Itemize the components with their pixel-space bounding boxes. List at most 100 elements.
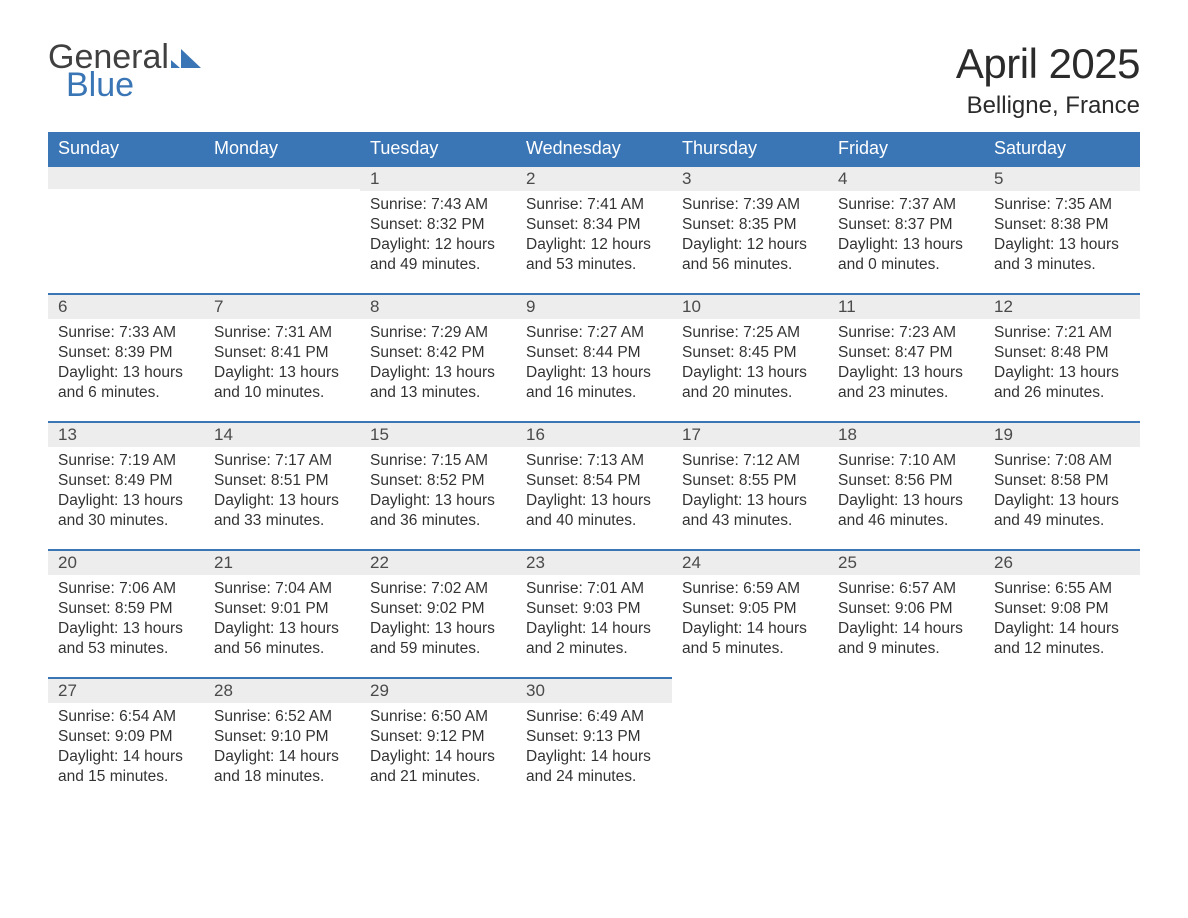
sunrise-line: Sunrise: 7:13 AM (526, 451, 662, 471)
day-number: 16 (516, 421, 672, 447)
day-number: 2 (516, 165, 672, 191)
calendar-cell: 18Sunrise: 7:10 AMSunset: 8:56 PMDayligh… (828, 421, 984, 549)
day-detail: Sunrise: 7:25 AMSunset: 8:45 PMDaylight:… (672, 319, 828, 412)
daylight-line: Daylight: 13 hours and 3 minutes. (994, 235, 1130, 275)
sunrise-line: Sunrise: 7:17 AM (214, 451, 350, 471)
day-detail: Sunrise: 7:04 AMSunset: 9:01 PMDaylight:… (204, 575, 360, 668)
sunrise-line: Sunrise: 7:35 AM (994, 195, 1130, 215)
day-detail: Sunrise: 7:43 AMSunset: 8:32 PMDaylight:… (360, 191, 516, 284)
daylight-line: Daylight: 14 hours and 21 minutes. (370, 747, 506, 787)
day-detail: Sunrise: 6:55 AMSunset: 9:08 PMDaylight:… (984, 575, 1140, 668)
daylight-line: Daylight: 13 hours and 30 minutes. (58, 491, 194, 531)
calendar-cell: 25Sunrise: 6:57 AMSunset: 9:06 PMDayligh… (828, 549, 984, 677)
location-label: Belligne, France (956, 92, 1140, 120)
day-number: 22 (360, 549, 516, 575)
daylight-line: Daylight: 14 hours and 12 minutes. (994, 619, 1130, 659)
calendar-week-row: 20Sunrise: 7:06 AMSunset: 8:59 PMDayligh… (48, 549, 1140, 677)
day-detail: Sunrise: 6:57 AMSunset: 9:06 PMDaylight:… (828, 575, 984, 668)
calendar-cell: 26Sunrise: 6:55 AMSunset: 9:08 PMDayligh… (984, 549, 1140, 677)
day-number: 26 (984, 549, 1140, 575)
sunset-line: Sunset: 9:01 PM (214, 599, 350, 619)
sunset-line: Sunset: 8:47 PM (838, 343, 974, 363)
calendar-cell: 5Sunrise: 7:35 AMSunset: 8:38 PMDaylight… (984, 165, 1140, 293)
sunset-line: Sunset: 8:48 PM (994, 343, 1130, 363)
sunrise-line: Sunrise: 6:55 AM (994, 579, 1130, 599)
day-detail: Sunrise: 6:52 AMSunset: 9:10 PMDaylight:… (204, 703, 360, 796)
sunrise-line: Sunrise: 6:49 AM (526, 707, 662, 727)
sunset-line: Sunset: 8:58 PM (994, 471, 1130, 491)
sunrise-line: Sunrise: 6:57 AM (838, 579, 974, 599)
calendar-cell: 30 Sunrise: 6:49 AMSunset: 9:13 PMDayligh… (516, 677, 672, 805)
sunrise-line: Sunrise: 7:41 AM (526, 195, 662, 215)
sunset-line: Sunset: 9:12 PM (370, 727, 506, 747)
sunset-line: Sunset: 8:35 PM (682, 215, 818, 235)
calendar-cell (204, 165, 360, 293)
daylight-line: Daylight: 12 hours and 56 minutes. (682, 235, 818, 275)
sunset-line: Sunset: 9:06 PM (838, 599, 974, 619)
daylight-line: Daylight: 13 hours and 26 minutes. (994, 363, 1130, 403)
day-number: 9 (516, 293, 672, 319)
day-number: 4 (828, 165, 984, 191)
sunset-line: Sunset: 8:52 PM (370, 471, 506, 491)
day-detail: Sunrise: 7:35 AMSunset: 8:38 PMDaylight:… (984, 191, 1140, 284)
sunset-line: Sunset: 8:34 PM (526, 215, 662, 235)
daylight-line: Daylight: 13 hours and 16 minutes. (526, 363, 662, 403)
sunset-line: Sunset: 8:38 PM (994, 215, 1130, 235)
day-number: 30 (516, 677, 672, 703)
day-number: 20 (48, 549, 204, 575)
daylight-line: Daylight: 14 hours and 24 minutes. (526, 747, 662, 787)
daylight-line: Daylight: 13 hours and 13 minutes. (370, 363, 506, 403)
sunrise-line: Sunrise: 7:02 AM (370, 579, 506, 599)
calendar-cell: 23Sunrise: 7:01 AMSunset: 9:03 PMDayligh… (516, 549, 672, 677)
sunrise-line: Sunrise: 7:04 AM (214, 579, 350, 599)
sunrise-line: Sunrise: 7:31 AM (214, 323, 350, 343)
sunset-line: Sunset: 8:59 PM (58, 599, 194, 619)
day-number: 14 (204, 421, 360, 447)
day-detail: Sunrise: 7:17 AMSunset: 8:51 PMDaylight:… (204, 447, 360, 540)
day-detail: Sunrise: 7:02 AMSunset: 9:02 PMDaylight:… (360, 575, 516, 668)
day-number: 23 (516, 549, 672, 575)
sunrise-line: Sunrise: 7:37 AM (838, 195, 974, 215)
sunrise-line: Sunrise: 6:52 AM (214, 707, 350, 727)
daylight-line: Daylight: 13 hours and 46 minutes. (838, 491, 974, 531)
sunrise-line: Sunrise: 7:01 AM (526, 579, 662, 599)
weekday-header: Tuesday (360, 132, 516, 165)
calendar-cell: 21Sunrise: 7:04 AMSunset: 9:01 PMDayligh… (204, 549, 360, 677)
calendar-cell: 1Sunrise: 7:43 AMSunset: 8:32 PMDaylight… (360, 165, 516, 293)
day-detail: Sunrise: 7:39 AMSunset: 8:35 PMDaylight:… (672, 191, 828, 284)
sunset-line: Sunset: 9:10 PM (214, 727, 350, 747)
sunset-line: Sunset: 8:54 PM (526, 471, 662, 491)
sunset-line: Sunset: 9:08 PM (994, 599, 1130, 619)
day-detail: Sunrise: 7:37 AMSunset: 8:37 PMDaylight:… (828, 191, 984, 284)
calendar-week-row: 6Sunrise: 7:33 AMSunset: 8:39 PMDaylight… (48, 293, 1140, 421)
day-number: 18 (828, 421, 984, 447)
day-number: 21 (204, 549, 360, 575)
daylight-line: Daylight: 13 hours and 49 minutes. (994, 491, 1130, 531)
sunset-line: Sunset: 8:51 PM (214, 471, 350, 491)
day-number: 13 (48, 421, 204, 447)
calendar-cell (48, 165, 204, 293)
daylight-line: Daylight: 14 hours and 5 minutes. (682, 619, 818, 659)
daylight-line: Daylight: 13 hours and 10 minutes. (214, 363, 350, 403)
sunset-line: Sunset: 9:13 PM (526, 727, 662, 747)
day-number: 25 (828, 549, 984, 575)
calendar-cell: 22Sunrise: 7:02 AMSunset: 9:02 PMDayligh… (360, 549, 516, 677)
day-detail: Sunrise: 7:27 AMSunset: 8:44 PMDaylight:… (516, 319, 672, 412)
calendar-cell: 11Sunrise: 7:23 AMSunset: 8:47 PMDayligh… (828, 293, 984, 421)
sunrise-line: Sunrise: 7:15 AM (370, 451, 506, 471)
sunrise-line: Sunrise: 6:59 AM (682, 579, 818, 599)
day-number: 28 (204, 677, 360, 703)
empty-day-bar (204, 165, 360, 189)
daylight-line: Daylight: 14 hours and 15 minutes. (58, 747, 194, 787)
calendar-table: SundayMondayTuesdayWednesdayThursdayFrid… (48, 132, 1140, 805)
calendar-cell: 14Sunrise: 7:17 AMSunset: 8:51 PMDayligh… (204, 421, 360, 549)
calendar-cell: 20Sunrise: 7:06 AMSunset: 8:59 PMDayligh… (48, 549, 204, 677)
calendar-cell: 7Sunrise: 7:31 AMSunset: 8:41 PMDaylight… (204, 293, 360, 421)
day-number: 6 (48, 293, 204, 319)
day-number: 24 (672, 549, 828, 575)
day-number: 27 (48, 677, 204, 703)
calendar-week-row: 13Sunrise: 7:19 AMSunset: 8:49 PMDayligh… (48, 421, 1140, 549)
calendar-cell: 13Sunrise: 7:19 AMSunset: 8:49 PMDayligh… (48, 421, 204, 549)
calendar-cell: 6Sunrise: 7:33 AMSunset: 8:39 PMDaylight… (48, 293, 204, 421)
sunrise-line: Sunrise: 7:08 AM (994, 451, 1130, 471)
